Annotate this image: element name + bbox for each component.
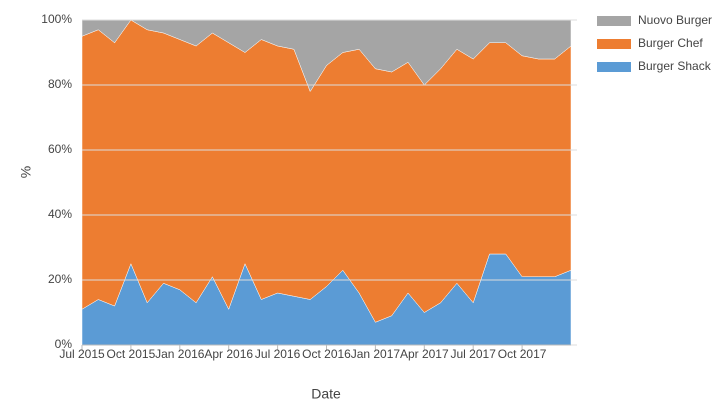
y-tick-label: 60% [48, 142, 72, 156]
y-tick-label: 0% [55, 337, 73, 351]
x-tick-label: Apr 2017 [400, 347, 449, 361]
x-tick-label: Jan 2017 [351, 347, 401, 361]
legend-label: Nuovo Burger [638, 13, 712, 27]
y-axis-label: % [18, 166, 34, 178]
x-tick-label: Jul 2016 [255, 347, 301, 361]
y-tick-label: 20% [48, 272, 72, 286]
x-tick-label: Jan 2016 [155, 347, 205, 361]
x-tick-label: Apr 2016 [204, 347, 253, 361]
legend-swatch [597, 62, 631, 72]
y-tick-label: 40% [48, 207, 72, 221]
x-tick-label: Jul 2015 [59, 347, 105, 361]
legend-swatch [597, 16, 631, 26]
legend-swatch [597, 39, 631, 49]
x-tick-label: Jul 2017 [451, 347, 497, 361]
legend-label: Burger Shack [638, 59, 712, 73]
y-tick-label: 80% [48, 77, 72, 91]
x-tick-label: Oct 2015 [107, 347, 156, 361]
x-tick-label: Oct 2017 [498, 347, 547, 361]
x-axis-label: Date [311, 386, 341, 402]
x-tick-label: Oct 2016 [302, 347, 351, 361]
legend-label: Burger Chef [638, 36, 703, 50]
y-tick-label: 100% [41, 12, 72, 26]
